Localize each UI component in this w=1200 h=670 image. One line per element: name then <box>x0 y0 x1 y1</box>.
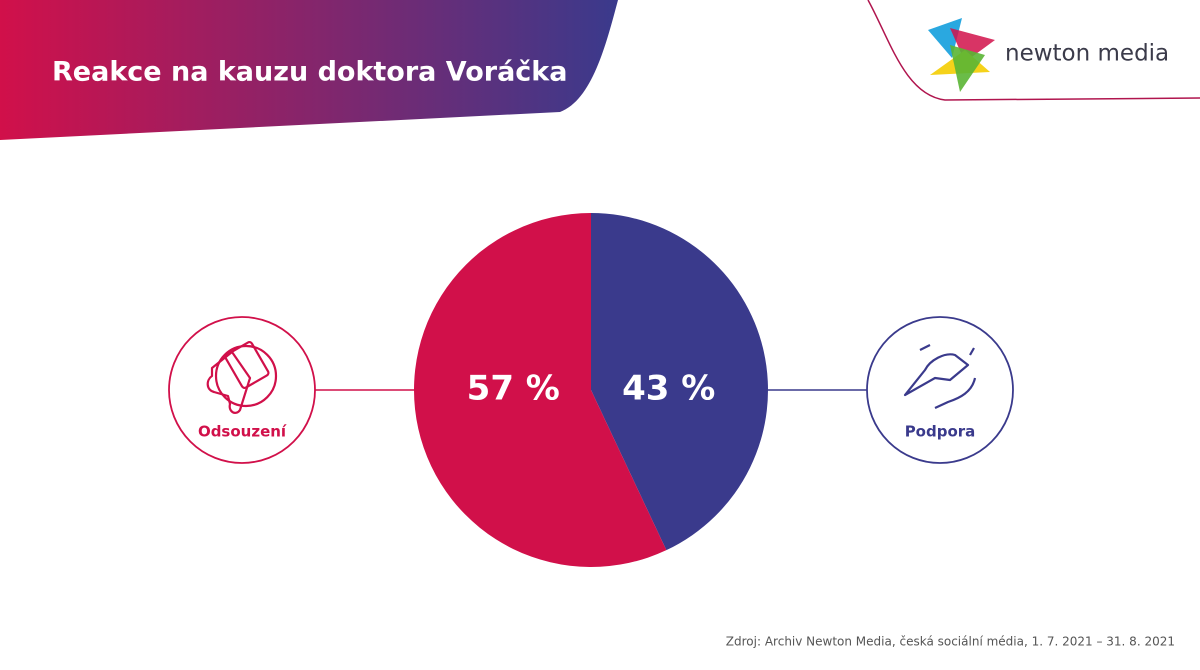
pie-slice <box>413 213 667 567</box>
header-band <box>0 0 618 140</box>
pie-slice <box>591 213 768 551</box>
slice-label: 43 % <box>622 369 715 409</box>
icon-thumbs-down <box>206 341 278 414</box>
legend-circle <box>168 316 316 464</box>
header-curve <box>867 0 1200 101</box>
icon-handshake <box>903 344 977 409</box>
legend-label: Podpora <box>905 423 976 441</box>
logo-mark <box>928 18 995 92</box>
logo-text: newton media <box>1005 41 1169 67</box>
legend-label: Odsouzení <box>198 423 287 441</box>
source-note: Zdroj: Archiv Newton Media, česká sociál… <box>726 635 1175 649</box>
legend-circle <box>866 316 1014 464</box>
chart-title: Reakce na kauzu doktora Voráčka <box>52 57 567 88</box>
slice-label: 57 % <box>467 369 560 409</box>
